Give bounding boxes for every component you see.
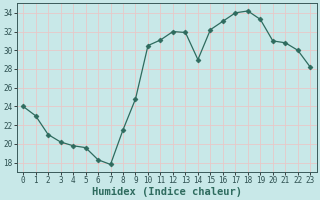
X-axis label: Humidex (Indice chaleur): Humidex (Indice chaleur)	[92, 186, 242, 197]
